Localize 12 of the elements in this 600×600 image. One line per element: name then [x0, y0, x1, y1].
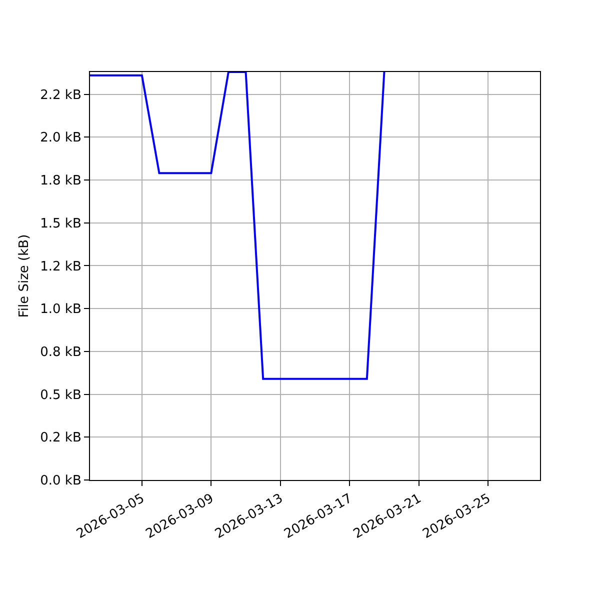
y-tick-label: 1.8 kB — [40, 174, 82, 189]
y-tick-label: 2.2 kB — [40, 88, 82, 103]
y-tick-label: 1.2 kB — [40, 259, 82, 274]
y-tick-label: 1.0 kB — [40, 302, 82, 318]
y-tick-label: 0.8 kB — [40, 344, 82, 360]
y-tick-label: 0.5 kB — [40, 388, 82, 403]
y-tick-label: 2.0 kB — [40, 130, 82, 146]
y-tick-label: 0.0 kB — [40, 474, 82, 489]
y-tick-label: 1.5 kB — [40, 216, 82, 232]
y-tick-label: 0.2 kB — [40, 430, 82, 446]
line-series — [90, 72, 386, 380]
y-axis-title: File Size (kB) — [17, 234, 32, 318]
